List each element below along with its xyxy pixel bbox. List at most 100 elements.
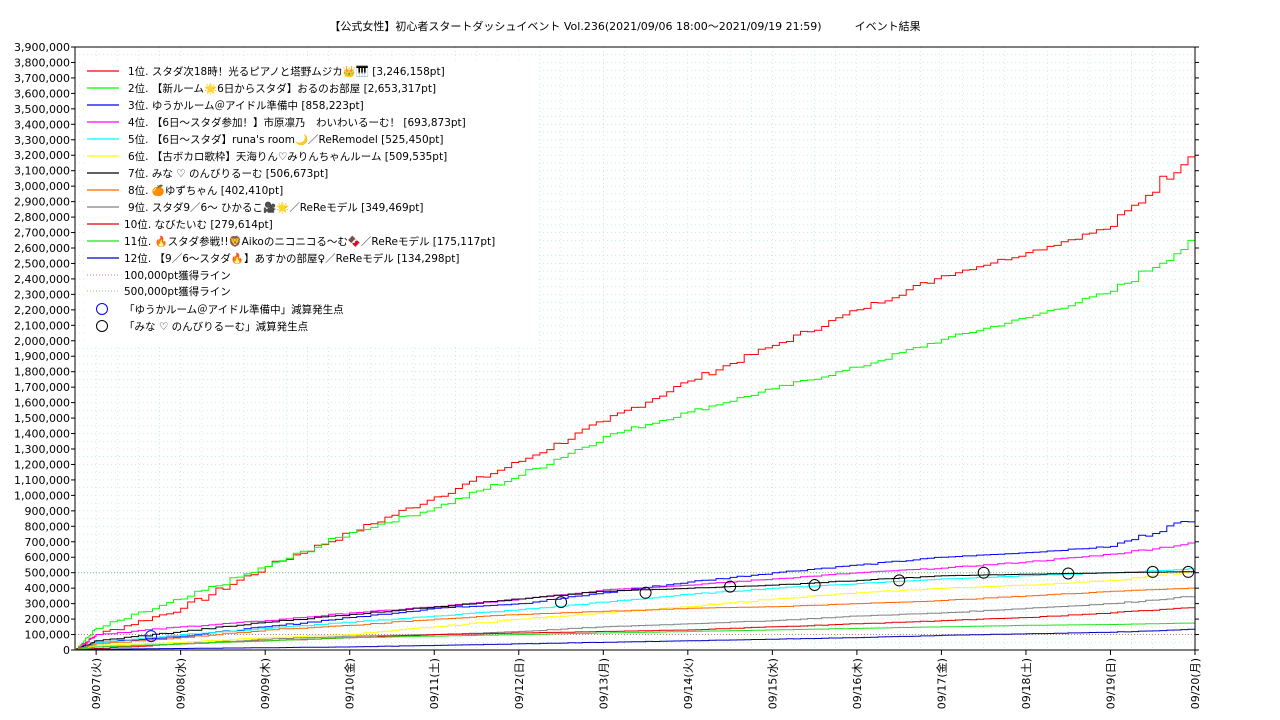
y-tick-label: 1,500,000 xyxy=(14,412,70,425)
y-tick-label: 2,000,000 xyxy=(14,335,70,348)
marker-point-2 xyxy=(1062,567,1075,580)
y-tick-label: 3,100,000 xyxy=(14,165,70,178)
marker-point-2 xyxy=(893,574,906,587)
y-tick-label: 2,200,000 xyxy=(14,304,70,317)
reduction-markers xyxy=(145,565,1195,643)
y-tick-label: 2,500,000 xyxy=(14,257,70,270)
legend-box xyxy=(84,60,536,344)
y-tick-label: 3,300,000 xyxy=(14,134,70,147)
legend-label: 2位. 【新ルーム🌟6日からスタダ】おるのお部屋 [2,653,317pt] xyxy=(128,82,436,95)
y-axis: 0 100,000 200,000 300,000 400,000 500,000 600,… xyxy=(14,41,1199,657)
series-line-4 xyxy=(75,542,1196,651)
y-tick-label: 2,400,000 xyxy=(14,273,70,286)
y-tick-label: 3,700,000 xyxy=(14,72,70,85)
y-tick-label: 3,000,000 xyxy=(14,180,70,193)
series-line-6 xyxy=(75,570,1196,651)
x-tick-label: 09/15(水) xyxy=(766,658,779,709)
y-tick-label: 1,600,000 xyxy=(14,397,70,410)
grid xyxy=(75,46,1196,651)
y-tick-label: 1,000,000 xyxy=(14,489,70,502)
y-tick-label: 0 xyxy=(63,644,70,657)
y-tick-label: 3,500,000 xyxy=(14,103,70,116)
x-tick-label: 09/18(土) xyxy=(1020,658,1033,709)
legend-label: 100,000pt獲得ライン xyxy=(124,269,231,282)
legend-label: 10位. なびたいむ [279,614pt] xyxy=(124,218,273,231)
x-tick-label: 09/19(日) xyxy=(1104,658,1117,709)
chart-title: 【公式女性】初心者スタートダッシュイベント Vol.236(2021/09/06… xyxy=(329,19,920,33)
y-tick-label: 500,000 xyxy=(25,567,71,580)
y-tick-label: 700,000 xyxy=(25,536,71,549)
marker-point-2 xyxy=(639,586,652,599)
legend-label: 7位. みな ♡ のんびりるーむ [506,673pt] xyxy=(128,167,328,180)
x-tick-label: 09/11(土) xyxy=(428,658,441,709)
y-tick-label: 2,900,000 xyxy=(14,196,70,209)
series-line-1 xyxy=(75,148,1196,651)
plot-frame xyxy=(74,46,1196,651)
y-tick-label: 3,800,000 xyxy=(14,56,70,69)
legend-label: 4位. 【6日〜スタダ参加！】市原凛乃 わいわいるーむ！ [693,873pt] xyxy=(128,116,466,129)
y-tick-label: 2,800,000 xyxy=(14,211,70,224)
legend-label: 「ゆうかルーム＠アイドル準備中」減算発生点 xyxy=(124,303,344,316)
legend-label: 6位. 【古ボカロ歌枠】天海りん♡みりんちゃんルーム [509,535pt] xyxy=(128,150,447,163)
series-line-7 xyxy=(75,571,1195,651)
x-tick-label: 09/16(木) xyxy=(851,658,864,709)
legend-label: 「みな ♡ のんびりるーむ」減算発生点 xyxy=(124,320,308,333)
series-lines xyxy=(75,148,1196,651)
y-tick-label: 2,300,000 xyxy=(14,288,70,301)
series-line-5 xyxy=(75,568,1195,651)
marker-point-2 xyxy=(977,566,990,579)
y-tick-label: 3,600,000 xyxy=(14,87,70,100)
legend-label: 5位. 【6日〜スタダ】runa's room🌙／ReRemodel [525,… xyxy=(128,133,444,146)
y-tick-label: 1,800,000 xyxy=(14,366,70,379)
y-tick-label: 2,600,000 xyxy=(14,242,70,255)
y-tick-label: 800,000 xyxy=(25,520,71,533)
y-tick-label: 1,200,000 xyxy=(14,458,70,471)
x-tick-label: 09/14(火) xyxy=(682,658,695,709)
y-tick-label: 1,400,000 xyxy=(14,428,70,441)
legend-label: 9位. スタダ9／6〜 ひかるこ🎥🌟／ReReモデル [349,469pt] xyxy=(128,201,424,214)
y-tick-label: 3,900,000 xyxy=(14,41,70,54)
y-tick-label: 600,000 xyxy=(25,551,71,564)
y-tick-label: 100,000 xyxy=(25,629,71,642)
marker-point-1 xyxy=(145,630,158,643)
x-tick-label: 09/17(金) xyxy=(934,658,948,709)
y-tick-label: 1,300,000 xyxy=(14,443,70,456)
y-tick-label: 300,000 xyxy=(25,598,71,611)
legend-label: 11位. 🔥スタダ参戦!!🦁Aikoのニコニコる〜む🍫／ReReモデル [175… xyxy=(124,235,495,248)
series-line-12 xyxy=(75,628,1196,651)
legend-label: 500,000pt獲得ライン xyxy=(124,285,231,298)
marker-point-2 xyxy=(1146,565,1159,578)
y-tick-label: 1,100,000 xyxy=(14,474,70,487)
legend-label: 1位. スタダ次18時！光るピアノと塔野ムジカ👑🎹 [3,246,158pt] xyxy=(128,65,445,78)
legend-label: 12位. 【9／6〜スタダ🔥】あすかの部屋♀／ReReモデル [134,298p… xyxy=(124,252,459,265)
series-line-8 xyxy=(75,587,1196,651)
legend-marker xyxy=(96,303,108,315)
x-tick-label: 09/09(木) xyxy=(259,658,272,709)
marker-point-2 xyxy=(555,596,568,609)
series-line-2 xyxy=(75,239,1196,651)
x-tick-label: 09/13(月) xyxy=(597,658,610,709)
marker-point-2 xyxy=(724,580,737,593)
y-tick-label: 200,000 xyxy=(25,613,71,626)
series-line-11 xyxy=(75,622,1196,651)
y-tick-label: 2,700,000 xyxy=(14,227,70,240)
x-axis: 09/07(火) 09/08(水) 09/09(木) 09/10(金) 09/11(土)… xyxy=(90,650,1202,709)
legend-marker xyxy=(96,320,108,332)
x-tick-label: 09/10(金) xyxy=(343,658,357,709)
y-tick-label: 3,200,000 xyxy=(14,149,70,162)
x-tick-label: 09/12(日) xyxy=(513,658,526,709)
legend: 1位. スタダ次18時！光るピアノと塔野ムジカ👑🎹 [3,246,158pt] 2… xyxy=(84,60,536,344)
marker-point-2 xyxy=(1182,565,1195,578)
y-tick-label: 2,100,000 xyxy=(14,319,70,332)
y-tick-label: 3,400,000 xyxy=(14,118,70,131)
x-tick-label: 09/08(水) xyxy=(175,658,188,709)
x-tick-label: 09/20(月) xyxy=(1189,658,1202,709)
marker-point-2 xyxy=(808,579,821,592)
y-tick-label: 1,700,000 xyxy=(14,381,70,394)
legend-label: 3位. ゆうかルーム＠アイドル準備中 [858,223pt] xyxy=(128,99,364,112)
x-tick-label: 09/07(火) xyxy=(90,658,103,709)
series-line-10 xyxy=(75,606,1196,651)
legend-label: 8位. 🍊ゆずちゃん [402,410pt] xyxy=(128,184,283,197)
y-tick-label: 900,000 xyxy=(25,505,71,518)
